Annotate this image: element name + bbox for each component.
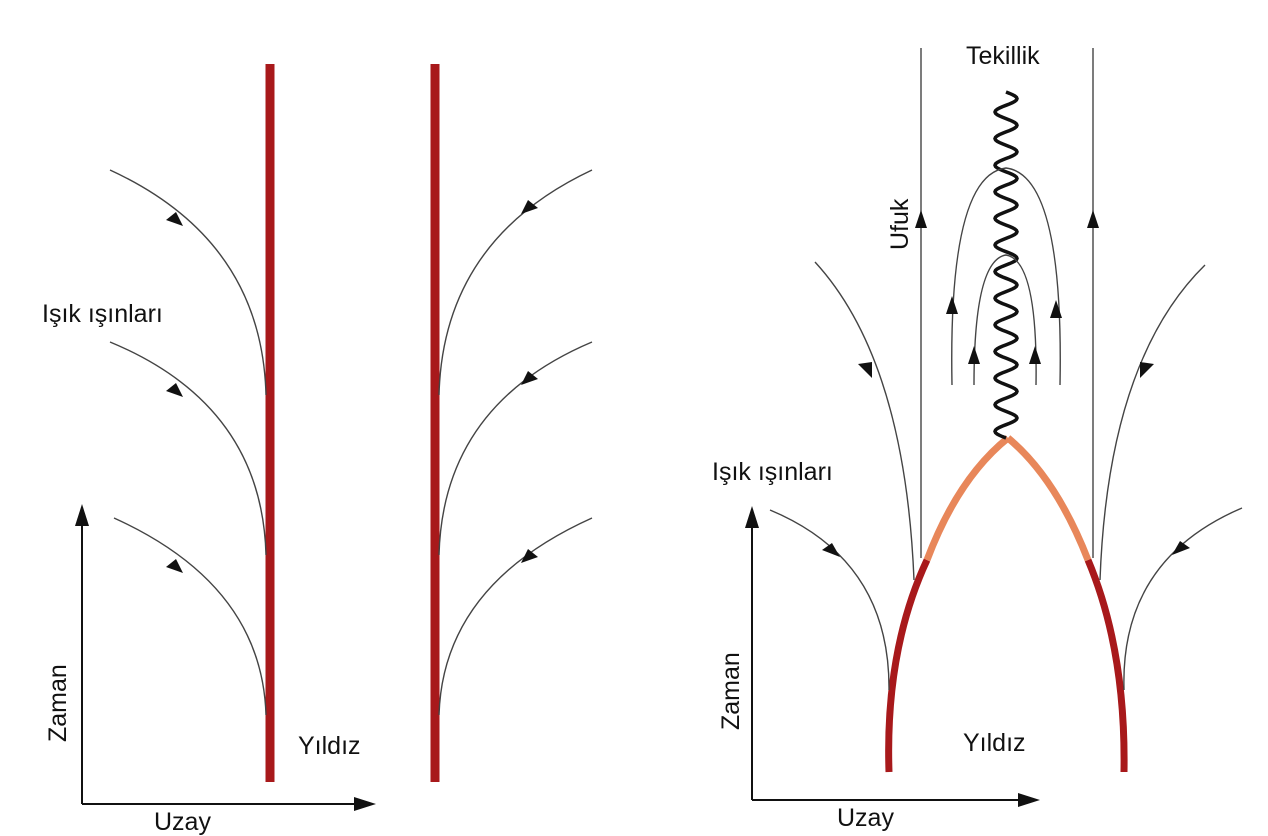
space-axis-label: Uzay (154, 808, 211, 836)
singularity-label: Tekillik (966, 42, 1040, 70)
ray-arrowhead (521, 200, 538, 214)
light-ray (438, 517, 593, 716)
light-rays-label: Işık ışınları (712, 458, 833, 486)
time-axis-arrowhead (745, 506, 759, 528)
time-axis-label: Zaman (44, 664, 72, 742)
left-panel: Işık ışınları Zaman Uzay Yıldız (42, 64, 593, 836)
light-ray (769, 509, 890, 691)
ray-arrowhead (968, 346, 980, 364)
collapsing-star-left-upper (923, 435, 1011, 562)
singularity-line (993, 90, 1019, 440)
horizon-label: Ufuk (886, 198, 914, 250)
ray-arrowhead (166, 559, 183, 573)
light-ray (109, 341, 267, 556)
ray-arrowhead (521, 371, 538, 385)
space-axis-label: Uzay (837, 804, 894, 832)
ray-arrowhead (858, 362, 872, 378)
time-axis-arrowhead (75, 504, 89, 526)
ray-arrowhead (915, 210, 927, 228)
space-axis-arrowhead (1018, 793, 1040, 807)
space-axis-arrowhead (354, 797, 376, 811)
trapped-light-ray (951, 167, 1061, 386)
collapsing-star-right-lower (1084, 558, 1128, 773)
star-label: Yıldız (963, 729, 1026, 757)
star-label: Yıldız (298, 732, 361, 760)
light-ray (438, 169, 593, 396)
right-panel: Tekillik Ufuk Işık ışınları Zaman Uzay Y… (712, 42, 1243, 832)
light-ray (1099, 264, 1206, 581)
ray-arrowhead (521, 549, 538, 563)
ray-arrowhead (1140, 362, 1154, 378)
ray-arrowhead (1172, 541, 1190, 555)
light-ray (1123, 507, 1243, 691)
light-ray (814, 261, 915, 581)
light-ray (438, 341, 593, 556)
ray-arrowhead (822, 543, 840, 557)
collapsing-star-right-upper (1005, 435, 1092, 562)
time-axis-label: Zaman (717, 652, 745, 730)
ray-arrowhead (1050, 300, 1062, 318)
ray-arrowhead (166, 383, 183, 397)
collapsing-star-left-lower (885, 558, 931, 773)
light-rays-label: Işık ışınları (42, 300, 163, 328)
ray-arrowhead (946, 296, 958, 314)
light-ray (109, 169, 267, 396)
ray-arrowhead (1029, 346, 1041, 364)
light-ray (113, 517, 267, 716)
trapped-light-ray (973, 254, 1037, 386)
ray-arrowhead (166, 212, 183, 226)
ray-arrowhead (1087, 210, 1099, 228)
